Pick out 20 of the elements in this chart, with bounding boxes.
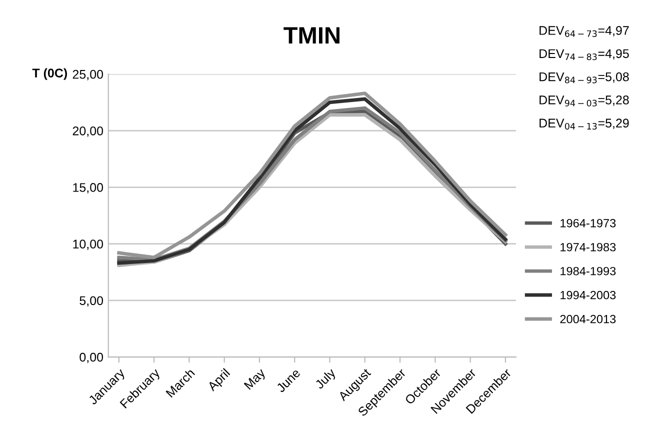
y-tick-label: 25,00 (72, 70, 104, 80)
x-tick-label: July (314, 367, 338, 392)
text: DEV$_{94−03}$=5,28 (540, 96, 629, 106)
legend-label: 2004-2013 (560, 314, 616, 324)
legend-label: 1974-1983 (560, 242, 616, 252)
y-tick-label: 20,00 (72, 126, 104, 137)
chart-title: TMIN (284, 27, 340, 44)
text: DEV$_{64−73}$=4,97 (540, 26, 629, 37)
text: DEV$_{74−83}$=4,95 (540, 49, 629, 60)
legend-label: 1984-1993 (560, 266, 616, 276)
y-tick-label: 10,00 (73, 240, 104, 250)
legend-label: 1994-2003 (560, 290, 616, 300)
text: DEV$_{84−93}$=5,08 (540, 72, 629, 84)
text: DEV$_{04−13}$=5,29 (540, 118, 629, 130)
y-axis-title: T (0C) (32, 68, 67, 80)
y-tick-label: 5,00 (80, 296, 104, 307)
y-tick-label: 15,00 (73, 183, 104, 194)
y-tick-label: 0,00 (80, 352, 104, 364)
x-tick-label: May (244, 368, 268, 392)
legend-label: 1964-1973 (560, 218, 616, 228)
